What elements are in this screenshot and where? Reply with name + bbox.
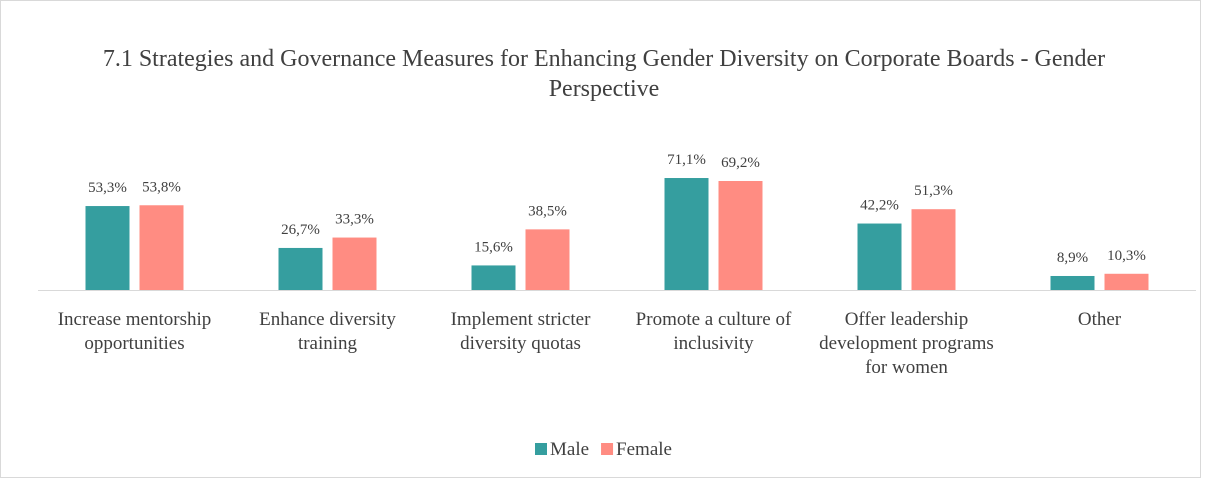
legend-label: Male bbox=[550, 439, 589, 460]
bar bbox=[139, 205, 184, 290]
bar bbox=[857, 223, 902, 290]
value-label: 33,3% bbox=[335, 212, 374, 228]
value-label: 42,2% bbox=[860, 198, 899, 214]
x-tick-label: Enhance diversity training bbox=[259, 309, 396, 354]
legend-swatch bbox=[601, 443, 614, 455]
value-label: 71,1% bbox=[667, 152, 706, 168]
bar bbox=[471, 265, 516, 290]
bar bbox=[525, 229, 570, 290]
value-label: 26,7% bbox=[281, 222, 320, 238]
bar bbox=[718, 181, 763, 290]
x-tick-label: Promote a culture of inclusivity bbox=[635, 309, 792, 354]
legend-label: Female bbox=[616, 439, 672, 460]
x-tick-label: Other bbox=[1077, 309, 1122, 330]
bar bbox=[1104, 273, 1149, 290]
bar bbox=[332, 237, 377, 290]
bar bbox=[1050, 275, 1095, 290]
bar bbox=[911, 209, 956, 290]
value-label: 10,3% bbox=[1107, 248, 1146, 264]
x-tick-label: Offer leadership development programs fo… bbox=[819, 309, 994, 378]
value-label: 53,3% bbox=[88, 180, 127, 196]
legend-swatch bbox=[535, 443, 547, 455]
bar bbox=[85, 206, 130, 290]
value-label: 8,9% bbox=[1057, 250, 1088, 266]
value-label: 69,2% bbox=[721, 155, 760, 171]
bar bbox=[664, 178, 709, 290]
value-label: 53,8% bbox=[142, 179, 181, 195]
chart-title: 7.1 Strategies and Governance Measures f… bbox=[102, 46, 1106, 102]
value-label: 51,3% bbox=[914, 183, 953, 199]
x-tick-label: Implement stricter diversity quotas bbox=[450, 309, 591, 354]
value-label: 15,6% bbox=[474, 239, 513, 255]
x-tick-label: Increase mentorship opportunities bbox=[57, 309, 212, 354]
value-label: 38,5% bbox=[528, 203, 567, 219]
bar bbox=[278, 247, 323, 290]
